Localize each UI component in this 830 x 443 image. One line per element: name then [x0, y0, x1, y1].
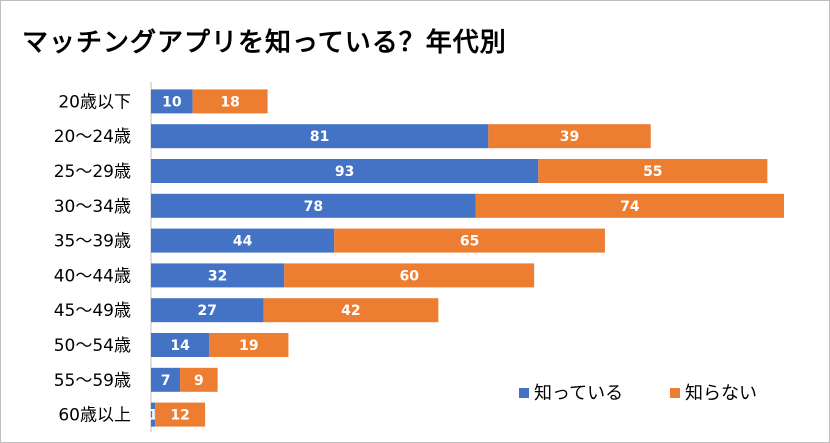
category-label: 30～34歳: [54, 197, 131, 217]
bar-segment: [488, 124, 651, 149]
category-label: 25～29歳: [54, 162, 131, 182]
category-label: 60歳以上: [58, 406, 131, 426]
bar-value-label: 18: [220, 94, 239, 110]
bar-value-label: 12: [170, 408, 189, 424]
bar-segment: [284, 263, 535, 288]
bar-segment: [151, 159, 539, 183]
category-label: 50～54歳: [54, 336, 131, 356]
bar-value-label: 81: [310, 129, 329, 145]
bar-segment: [151, 402, 156, 427]
bar-value-label: 74: [620, 199, 640, 215]
bar-value-label: 44: [233, 234, 253, 250]
legend: 知っている 知らない: [519, 383, 757, 404]
bar-segment: [155, 402, 206, 427]
bar-value-label: 55: [643, 164, 662, 180]
bar-value-label: 19: [239, 338, 258, 354]
bar-value-label: 78: [304, 199, 323, 215]
bar-value-label: 7: [161, 373, 171, 389]
category-label: 20～24歳: [54, 127, 131, 147]
bar-segment: [538, 159, 768, 183]
bar-segment: [151, 89, 193, 114]
bar-segment: [151, 367, 181, 392]
bar-segment: [151, 298, 264, 323]
bar-value-label: 42: [341, 303, 360, 319]
category-label: 55～59歳: [54, 371, 131, 391]
legend-swatch: [670, 388, 680, 398]
bar-segment: [209, 333, 289, 357]
bar-segment: [151, 124, 489, 149]
bar-segment: [334, 228, 605, 253]
legend-swatch: [519, 388, 529, 398]
bar-value-label: 39: [560, 129, 579, 145]
legend-label: 知らない: [685, 383, 757, 404]
bar-segment: [180, 367, 218, 392]
bar-segment: [151, 228, 335, 253]
category-label: 40～44歳: [54, 266, 131, 286]
bar-segment: [151, 193, 476, 218]
bar-value-label: 1: [148, 408, 158, 424]
legend-label: 知っている: [534, 383, 623, 404]
bar-value-label: 60: [399, 268, 419, 284]
bar-value-label: 14: [170, 338, 190, 354]
category-label: 45～49歳: [54, 301, 131, 321]
bar-segment: [192, 89, 268, 114]
chart-title: マッチングアプリを知っている？年代別: [22, 28, 507, 58]
bar-value-label: 27: [197, 303, 216, 319]
bar-value-label: 10: [162, 94, 182, 110]
bar-value-label: 32: [208, 268, 227, 284]
bar-value-label: 65: [460, 234, 479, 250]
category-label: 35～39歳: [54, 232, 131, 252]
bar-segment: [263, 298, 439, 323]
bar-value-label: 93: [335, 164, 354, 180]
category-label: 20歳以下: [58, 92, 131, 112]
bar-value-label: 9: [194, 373, 204, 389]
bar-segment: [475, 193, 784, 218]
bar-segment: [151, 263, 285, 288]
bar-segment: [151, 333, 210, 357]
